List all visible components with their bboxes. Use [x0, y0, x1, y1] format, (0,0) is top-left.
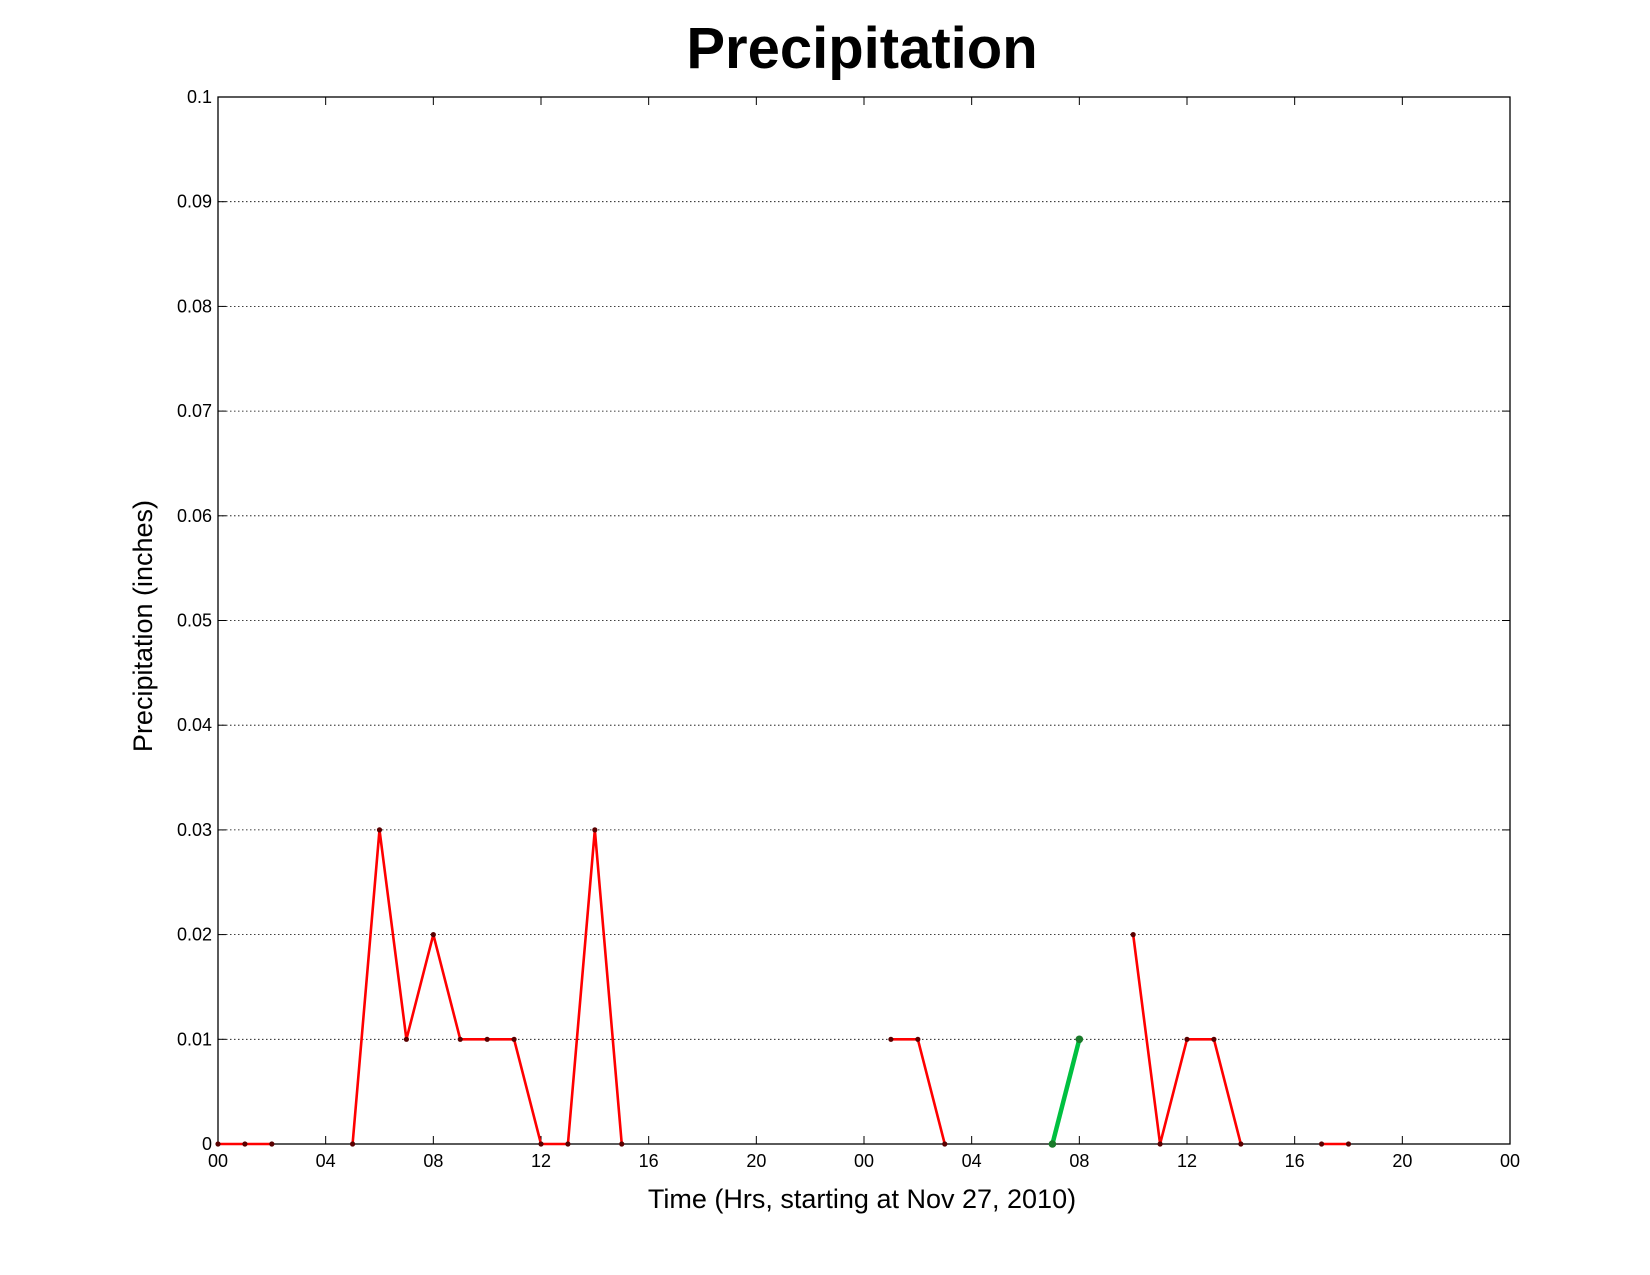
data-point [942, 1141, 948, 1147]
data-point [349, 1141, 356, 1147]
x-tick-label: 08 [423, 1151, 443, 1171]
x-tick-label: 00 [854, 1151, 874, 1171]
series-line [890, 1038, 947, 1145]
x-tick-label: 08 [1069, 1151, 1089, 1171]
plot-area [217, 96, 1511, 1145]
series-line [351, 829, 624, 1146]
data-point [430, 932, 436, 938]
data-point [1157, 1141, 1163, 1147]
x-tick-label: 20 [1392, 1151, 1412, 1171]
data-point [1184, 1036, 1190, 1042]
data-point [1130, 932, 1136, 938]
x-tick-label: 00 [208, 1151, 228, 1171]
data-point [538, 1141, 544, 1147]
y-tick-label: 0 [202, 1134, 212, 1154]
data-point [403, 1036, 410, 1042]
data-point [1075, 1035, 1084, 1044]
y-tick-label: 0.09 [177, 192, 212, 212]
x-tick-label: 00 [1500, 1151, 1520, 1171]
data-point [915, 1036, 921, 1042]
data-point [592, 827, 598, 833]
data-point [269, 1141, 275, 1147]
y-tick-label: 0.04 [177, 715, 212, 735]
x-tick-label: 12 [531, 1151, 551, 1171]
data-point [457, 1036, 463, 1042]
y-tick-label: 0.03 [177, 820, 212, 840]
x-tick-label: 16 [1285, 1151, 1305, 1171]
y-tick-label: 0.01 [177, 1029, 212, 1049]
chart-title: Precipitation [686, 16, 1037, 81]
data-point [511, 1036, 517, 1042]
data-series [215, 827, 1352, 1148]
data-point [1345, 1141, 1352, 1147]
axis-ticks: 0 0.01 0.02 0.03 0.04 0.05 0.06 0.07 0.08 0.09 0.1… [177, 87, 1520, 1171]
series-line [1050, 1038, 1082, 1145]
data-point [888, 1036, 894, 1042]
x-tick-label: 04 [316, 1151, 336, 1171]
data-point [484, 1036, 490, 1042]
y-tick-label: 0.1 [187, 87, 212, 107]
data-point [1238, 1141, 1244, 1147]
data-point [1048, 1140, 1057, 1148]
data-point [1211, 1036, 1217, 1042]
x-tick-label: 12 [1177, 1151, 1197, 1171]
y-tick-label: 0.06 [177, 506, 212, 526]
y-tick-label: 0.08 [177, 296, 212, 316]
y-tick-label: 0.05 [177, 611, 212, 631]
data-point [619, 1141, 625, 1147]
data-point [242, 1141, 248, 1147]
y-tick-label: 0.07 [177, 401, 212, 421]
grid-lines [218, 201, 1510, 1040]
data-point [215, 1141, 221, 1147]
x-tick-label: 20 [746, 1151, 766, 1171]
y-axis-label: Precipitation (inches) [128, 500, 158, 752]
y-tick-label: 0.02 [177, 925, 212, 945]
data-point [1318, 1141, 1325, 1147]
x-tick-label: 04 [962, 1151, 982, 1171]
data-point [376, 827, 383, 833]
x-tick-label: 16 [639, 1151, 659, 1171]
data-point [565, 1141, 571, 1147]
x-axis-label: Time (Hrs, starting at Nov 27, 2010) [648, 1184, 1076, 1214]
